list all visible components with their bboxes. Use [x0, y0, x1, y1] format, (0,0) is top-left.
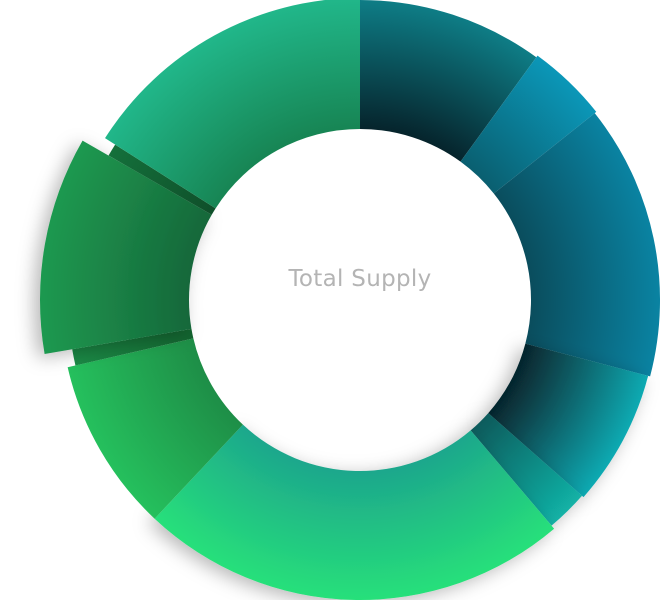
- donut-slice-2: [460, 55, 597, 194]
- donut-slice-1: [360, 0, 537, 162]
- donut-slice-10: [108, 144, 216, 215]
- donut-slice-3: [493, 113, 660, 377]
- donut-slice-8: [72, 328, 194, 366]
- donut-slice-7: [67, 338, 243, 519]
- donut-slice-9: [39, 140, 212, 355]
- center-label: Total Supply: [287, 266, 431, 292]
- donut-slices: [39, 0, 660, 600]
- donut-slice-5: [470, 413, 583, 526]
- donut-slice-4: [488, 343, 649, 498]
- donut-slice-6: [154, 424, 555, 600]
- donut-slice-11: [105, 0, 360, 209]
